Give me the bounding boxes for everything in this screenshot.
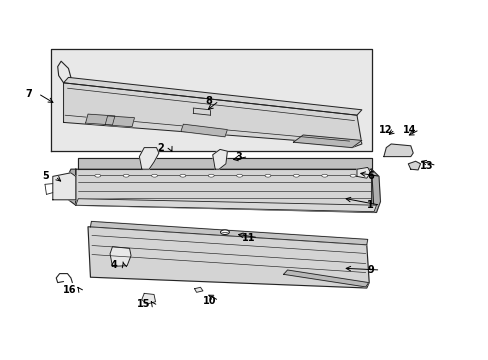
- Polygon shape: [181, 124, 227, 137]
- Polygon shape: [76, 169, 373, 212]
- Text: 2: 2: [157, 143, 163, 153]
- Text: 5: 5: [42, 171, 49, 181]
- Text: 11: 11: [241, 233, 255, 243]
- Polygon shape: [383, 144, 412, 157]
- Polygon shape: [371, 169, 380, 212]
- Polygon shape: [356, 167, 370, 178]
- Polygon shape: [63, 77, 361, 115]
- Polygon shape: [53, 173, 76, 200]
- Polygon shape: [63, 83, 361, 148]
- Ellipse shape: [208, 174, 214, 177]
- Polygon shape: [51, 49, 371, 151]
- Ellipse shape: [123, 174, 129, 177]
- Ellipse shape: [293, 174, 299, 177]
- Polygon shape: [76, 199, 376, 212]
- Text: 3: 3: [235, 152, 242, 162]
- Polygon shape: [90, 221, 367, 245]
- Ellipse shape: [236, 174, 242, 177]
- Ellipse shape: [95, 174, 101, 177]
- Text: 7: 7: [25, 89, 32, 99]
- Text: 13: 13: [419, 161, 433, 171]
- Polygon shape: [194, 287, 203, 292]
- Text: 1: 1: [366, 200, 373, 210]
- Text: 9: 9: [366, 265, 373, 275]
- Polygon shape: [293, 135, 361, 148]
- Ellipse shape: [220, 230, 229, 235]
- Ellipse shape: [321, 174, 327, 177]
- Polygon shape: [78, 158, 371, 169]
- Polygon shape: [407, 161, 420, 170]
- Text: 15: 15: [136, 299, 150, 309]
- Polygon shape: [283, 270, 368, 287]
- Text: 8: 8: [205, 96, 212, 106]
- Text: 10: 10: [202, 296, 216, 306]
- Polygon shape: [105, 116, 134, 127]
- Ellipse shape: [349, 174, 355, 177]
- Ellipse shape: [180, 174, 185, 177]
- Text: 14: 14: [402, 125, 416, 135]
- Polygon shape: [139, 148, 159, 169]
- Polygon shape: [142, 293, 155, 304]
- Ellipse shape: [151, 174, 157, 177]
- Polygon shape: [66, 169, 76, 205]
- Text: 12: 12: [378, 125, 391, 135]
- Text: 4: 4: [110, 260, 117, 270]
- Text: 6: 6: [366, 171, 373, 181]
- Ellipse shape: [264, 174, 270, 177]
- Polygon shape: [212, 149, 227, 169]
- Polygon shape: [85, 114, 115, 125]
- Polygon shape: [110, 247, 131, 266]
- Text: 16: 16: [63, 285, 77, 295]
- Polygon shape: [88, 227, 368, 288]
